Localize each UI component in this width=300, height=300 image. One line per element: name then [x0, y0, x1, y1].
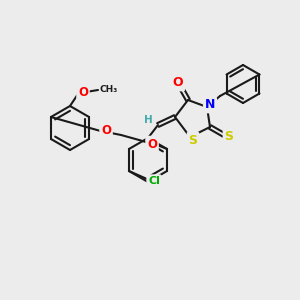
Text: O: O [101, 124, 111, 137]
Text: O: O [173, 76, 183, 89]
Text: CH₃: CH₃ [100, 85, 118, 94]
Text: O: O [78, 85, 88, 98]
Text: H: H [144, 115, 152, 125]
Text: Cl: Cl [148, 176, 160, 186]
Text: O: O [147, 137, 157, 151]
Text: S: S [224, 130, 233, 143]
Text: N: N [205, 98, 215, 112]
Text: S: S [188, 134, 197, 146]
